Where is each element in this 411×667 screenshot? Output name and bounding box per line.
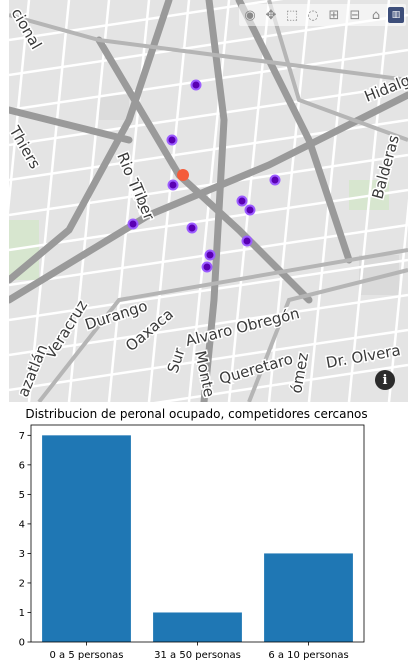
chart-plot-area: 0 a 5 personas 31 a 50 personas 6 a 10 per… [19,424,365,661]
lasso-icon[interactable]: ⬚ [285,7,299,23]
plot-frame [30,424,365,643]
secondary-avenues [9,0,408,402]
plotly-logo-icon[interactable]: ▥ [388,7,404,23]
zoom-in-icon[interactable]: ⊞ [328,7,340,23]
competitor-marker[interactable] [167,179,179,191]
y-tick-label: 3 [19,549,25,560]
chart-title: Distribucion de peronal ocupado, competi… [25,407,368,421]
y-tick-label: 5 [19,490,25,501]
competitor-marker[interactable] [127,218,139,230]
pan-icon[interactable]: ✥ [265,7,277,23]
competitor-marker[interactable] [166,134,178,146]
map-toolbar: ◉ ✥ ⬚ ◌ ⊞ ⊟ ⌂ ▥ [239,4,406,26]
camera-icon[interactable]: ◉ [244,7,256,23]
block-area [99,95,129,120]
y-tick-label: 7 [19,431,25,442]
x-tick-label: 0 a 5 personas [49,650,123,661]
home-icon[interactable]: ⌂ [371,7,381,23]
map-canvas[interactable]: Hidalgo Balderas Rio Tiber Thiers Durang… [9,0,408,402]
target-location-marker[interactable] [177,169,189,181]
competitor-marker[interactable] [269,174,281,186]
competitor-marker[interactable] [241,235,253,247]
competitor-marker[interactable] [204,249,216,261]
y-tick-label: 2 [19,578,25,589]
major-avenues [9,0,408,402]
bar [153,612,242,642]
competitor-marker[interactable] [201,261,213,273]
competitor-marker[interactable] [236,195,248,207]
bar-chart: 0 a 5 personas 31 a 50 personas 6 a 10 per… [19,424,365,661]
y-tick-label: 1 [19,608,25,619]
x-tick-label: 31 a 50 personas [154,650,241,661]
info-button[interactable]: i [375,370,395,390]
competitor-marker[interactable] [190,79,202,91]
competitor-marker[interactable] [244,204,256,216]
bar [42,435,131,642]
y-tick-label: 4 [19,519,25,530]
competitor-marker[interactable] [186,222,198,234]
map-panel[interactable]: Hidalgo Balderas Rio Tiber Thiers Durang… [9,0,408,402]
x-tick-label: 6 a 10 personas [268,650,348,661]
competitor-markers [127,79,281,273]
y-tick-label: 0 [19,638,25,649]
reset-icon[interactable]: ◌ [307,7,319,23]
bar [264,553,353,642]
y-tick-label: 6 [19,460,25,471]
zoom-out-icon[interactable]: ⊟ [349,7,361,23]
